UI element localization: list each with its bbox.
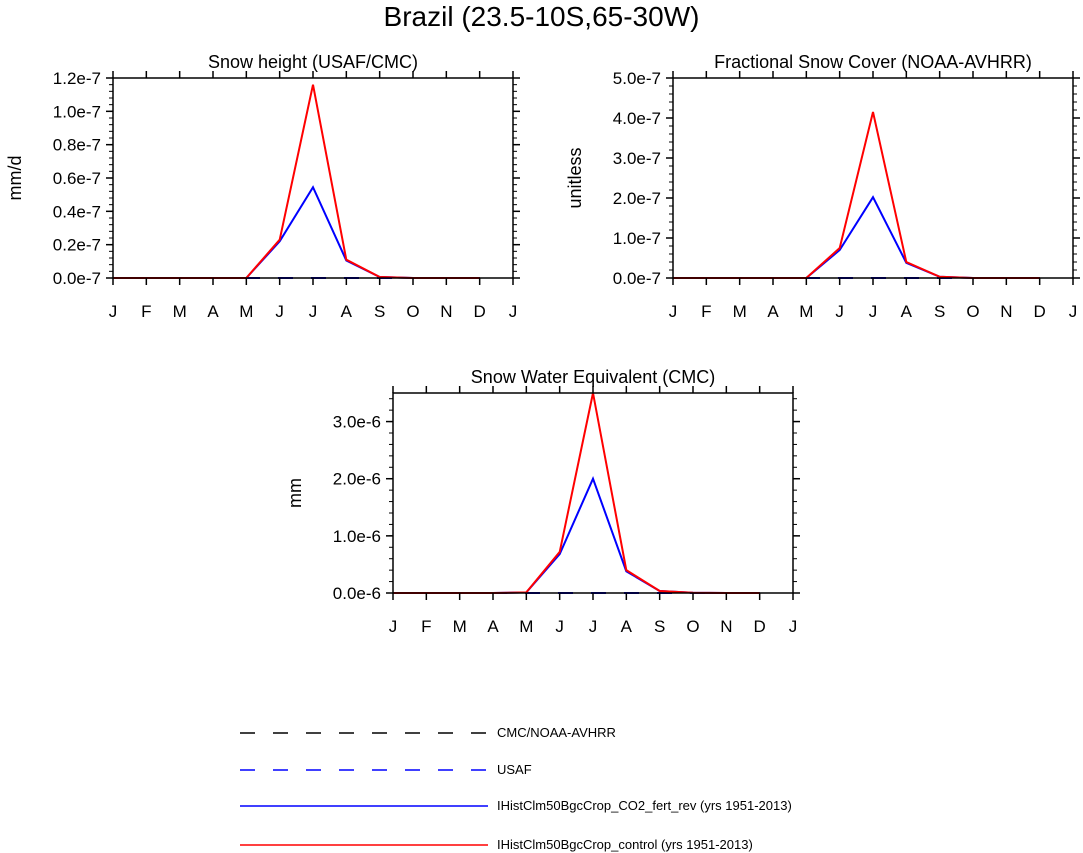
- page-title: Brazil (23.5-10S,65-30W): [383, 1, 700, 32]
- x-tick-label: J: [789, 617, 798, 636]
- chart-panel-3: Snow Water Equivalent (CMC) mm J F M A M J J A S O N…: [285, 367, 800, 636]
- y-tick-label: 0.0e-6: [333, 584, 381, 603]
- x-tick-label: A: [767, 302, 779, 321]
- x-tick-label: S: [654, 617, 665, 636]
- y-tick-label: 0.0e-7: [53, 269, 101, 288]
- x-tick-label: O: [686, 617, 699, 636]
- y-tick-label: 4.0e-7: [613, 109, 661, 128]
- legend: CMC/NOAA-AVHRR USAF IHistClm50BgcCrop_CO2_…: [240, 725, 792, 852]
- legend-label-2: USAF: [497, 762, 532, 777]
- series-line-3: [113, 185, 480, 279]
- plot-frame: [672, 77, 1074, 279]
- x-tick-label: J: [589, 617, 598, 636]
- x-tick-label: F: [701, 302, 711, 321]
- chart-title: Snow height (USAF/CMC): [208, 52, 418, 72]
- y-axis-label: mm: [285, 478, 305, 508]
- x-tick-label: N: [440, 302, 452, 321]
- x-tick-label: J: [555, 617, 564, 636]
- x-tick-label: D: [474, 302, 486, 321]
- x-tick-label: J: [275, 302, 284, 321]
- y-axis-label: mm/d: [5, 156, 25, 201]
- series-line-3: [393, 476, 760, 594]
- x-tick-label: J: [109, 302, 118, 321]
- y-tick-label: 1.0e-7: [613, 229, 661, 248]
- x-tick-label: O: [406, 302, 419, 321]
- chart-panel-2: Fractional Snow Cover (NOAA-AVHRR) unitle…: [565, 52, 1080, 321]
- y-tick-label: 1.2e-7: [53, 69, 101, 88]
- x-tick-label: M: [799, 302, 813, 321]
- x-tick-label: J: [309, 302, 318, 321]
- y-tick-label: 2.0e-7: [613, 189, 661, 208]
- x-tick-label: J: [835, 302, 844, 321]
- series-line-4: [673, 111, 1040, 279]
- chart-title: Snow Water Equivalent (CMC): [471, 367, 715, 387]
- y-tick-label: 0.4e-7: [53, 202, 101, 221]
- x-tick-label: J: [509, 302, 518, 321]
- y-tick-label: 1.0e-7: [53, 102, 101, 121]
- legend-label-1: CMC/NOAA-AVHRR: [497, 725, 616, 740]
- x-tick-label: A: [901, 302, 913, 321]
- chart-title: Fractional Snow Cover (NOAA-AVHRR): [714, 52, 1032, 72]
- series-line-4: [113, 84, 480, 279]
- x-tick-label: O: [966, 302, 979, 321]
- y-tick-label: 0.2e-7: [53, 236, 101, 255]
- x-tick-label: D: [1034, 302, 1046, 321]
- x-tick-label: M: [453, 617, 467, 636]
- x-tick-label: M: [519, 617, 533, 636]
- x-tick-label: J: [669, 302, 678, 321]
- x-tick-label: J: [869, 302, 878, 321]
- y-tick-label: 0.0e-7: [613, 269, 661, 288]
- x-tick-label: M: [733, 302, 747, 321]
- x-tick-label: A: [341, 302, 353, 321]
- y-tick-label: 0.6e-7: [53, 169, 101, 188]
- plot-frame: [112, 77, 514, 279]
- x-tick-label: A: [621, 617, 633, 636]
- x-tick-label: S: [934, 302, 945, 321]
- y-tick-label: 0.8e-7: [53, 136, 101, 155]
- series-line-4: [393, 392, 760, 594]
- x-tick-label: J: [1069, 302, 1078, 321]
- x-tick-label: A: [207, 302, 219, 321]
- y-tick-label: 1.0e-6: [333, 527, 381, 546]
- legend-label-3: IHistClm50BgcCrop_CO2_fert_rev (yrs 1951…: [497, 798, 792, 813]
- x-tick-label: M: [173, 302, 187, 321]
- x-tick-label: D: [754, 617, 766, 636]
- x-tick-label: S: [374, 302, 385, 321]
- y-tick-label: 5.0e-7: [613, 69, 661, 88]
- y-tick-label: 2.0e-6: [333, 470, 381, 489]
- chart-panel-1: Snow height (USAF/CMC)mm/dJ F M A M J J A S O N D J0…: [5, 52, 520, 321]
- x-tick-label: M: [239, 302, 253, 321]
- x-tick-label: F: [421, 617, 431, 636]
- x-tick-label: A: [487, 617, 499, 636]
- y-tick-label: 3.0e-7: [613, 149, 661, 168]
- x-tick-label: N: [720, 617, 732, 636]
- plot-frame: [392, 392, 794, 594]
- x-tick-label: F: [141, 302, 151, 321]
- y-tick-label: 3.0e-6: [333, 413, 381, 432]
- legend-label-4: IHistClm50BgcCrop_control (yrs 1951-2013…: [497, 837, 753, 852]
- series-line-3: [673, 195, 1040, 279]
- y-axis-label: unitless: [565, 147, 585, 208]
- x-tick-label: N: [1000, 302, 1012, 321]
- x-tick-label: J: [389, 617, 398, 636]
